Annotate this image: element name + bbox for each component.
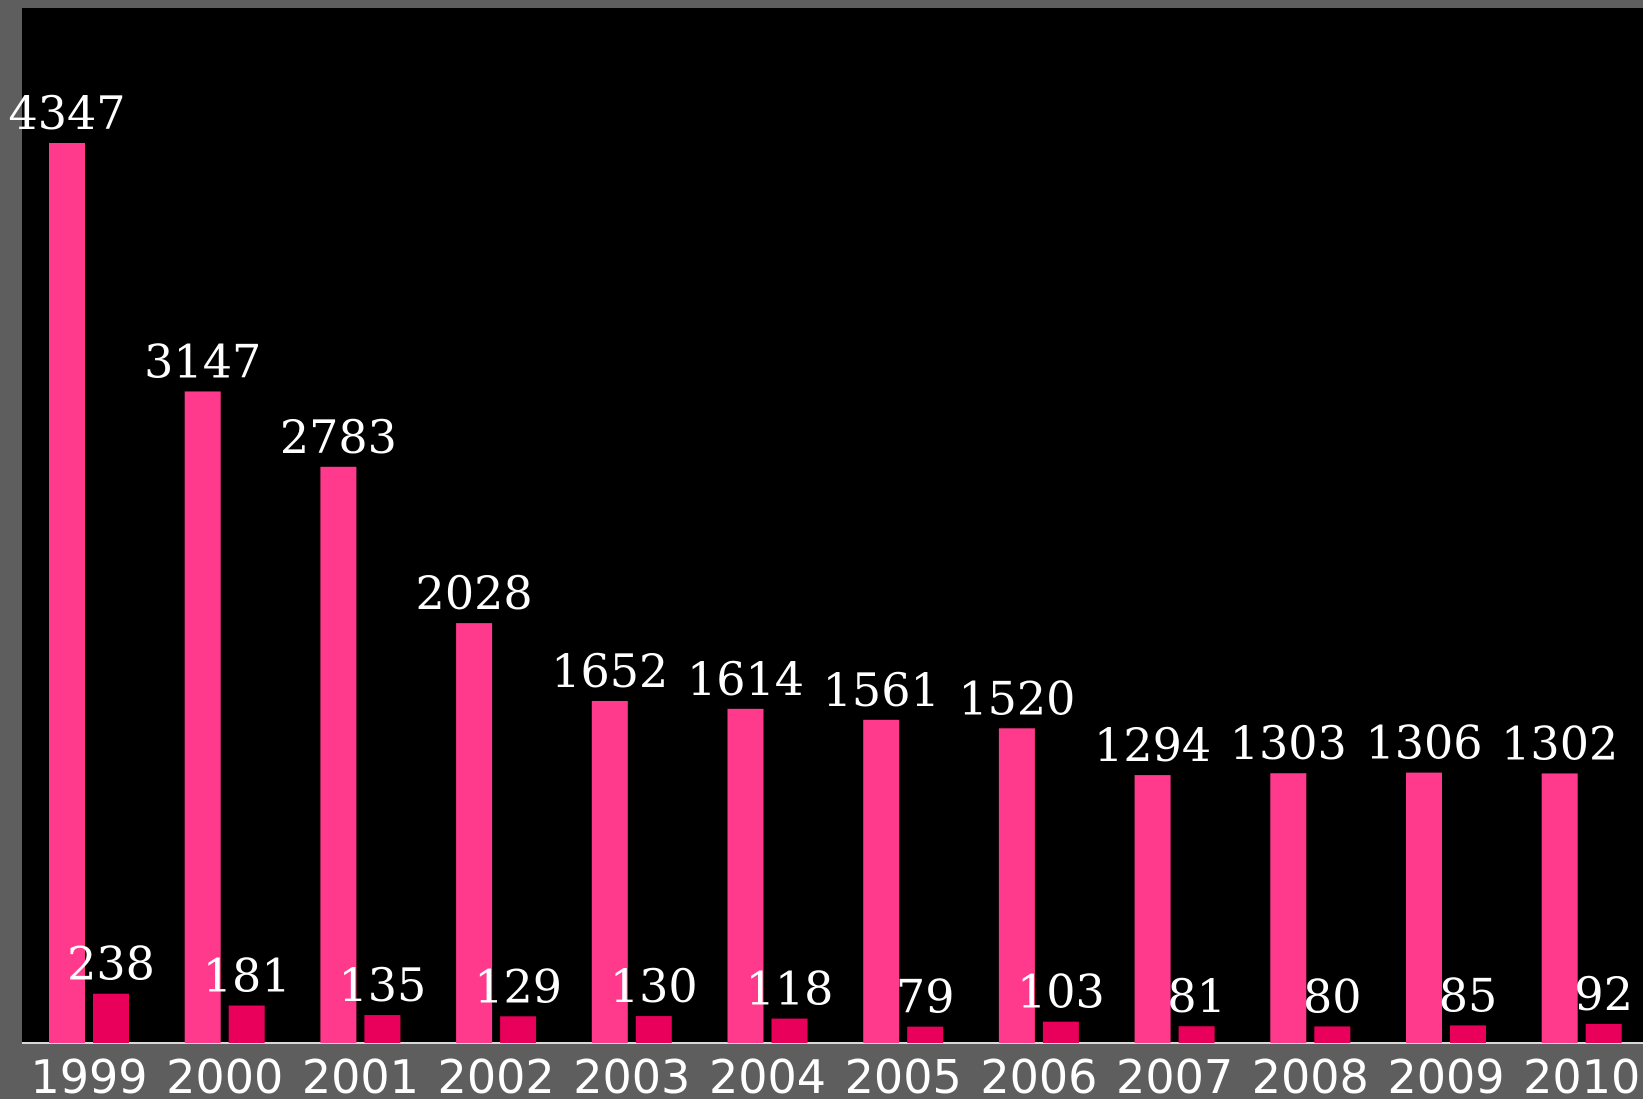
bar-2001-series-1: [320, 466, 357, 1043]
value-label-2001-series-2: 135: [338, 958, 426, 1012]
bar-2005-series-2: [907, 1026, 944, 1043]
bar-2002-series-1: [456, 623, 493, 1043]
value-label-2003-series-2: 130: [610, 959, 698, 1013]
value-label-2007-series-2: 81: [1167, 969, 1226, 1023]
bar-2010-series-2: [1585, 1023, 1622, 1043]
x-tick-label-2003: 2003: [573, 1050, 690, 1099]
x-tick-label-2008: 2008: [1252, 1050, 1369, 1099]
x-tick-label-2004: 2004: [709, 1050, 826, 1099]
bar-2010-series-1: [1541, 773, 1578, 1043]
bar-2005-series-1: [863, 719, 900, 1043]
value-label-2007-series-1: 1294: [1094, 718, 1211, 772]
bar-2006-series-1: [998, 728, 1035, 1043]
value-label-2008-series-2: 80: [1303, 969, 1362, 1023]
value-label-2009-series-2: 85: [1439, 968, 1498, 1022]
bar-2006-series-2: [1042, 1021, 1079, 1043]
x-tick-label-2007: 2007: [1116, 1050, 1233, 1099]
value-label-2009-series-1: 1306: [1365, 716, 1482, 770]
value-label-2005-series-2: 79: [896, 970, 955, 1024]
x-tick-label-2010: 2010: [1523, 1050, 1640, 1099]
bars-layer: [49, 143, 1622, 1043]
bar-2004-series-2: [771, 1018, 808, 1043]
value-label-2008-series-1: 1303: [1230, 716, 1347, 770]
value-label-2000-series-1: 3147: [144, 334, 261, 388]
plot-area: [22, 8, 1643, 1043]
x-tick-label-2001: 2001: [302, 1050, 419, 1099]
bar-2001-series-2: [364, 1015, 401, 1043]
bar-2007-series-2: [1178, 1026, 1215, 1043]
bar-2009-series-1: [1406, 772, 1442, 1043]
bar-2003-series-1: [591, 700, 628, 1043]
bar-1999-series-2: [93, 993, 129, 1043]
x-tick-labels-layer: 1999 2000 2001 2002 2003 2004 2005 2006 2007 2008…: [30, 1050, 1640, 1099]
bar-2003-series-2: [635, 1016, 672, 1043]
bar-2009-series-2: [1450, 1025, 1486, 1043]
bar-2002-series-2: [500, 1016, 537, 1043]
bar-2000-series-2: [228, 1005, 265, 1043]
value-label-1999-series-1: 4347: [8, 86, 125, 140]
value-label-2010-series-1: 1302: [1501, 716, 1618, 770]
value-label-2006-series-2: 103: [1017, 965, 1105, 1019]
value-labels-layer: 4347 238 3147 181 2783 135 2028 129 1652 130 1614 1…: [8, 86, 1633, 1024]
bar-2007-series-1: [1134, 775, 1171, 1043]
value-label-2005-series-1: 1561: [823, 663, 940, 717]
x-tick-label-2000: 2000: [166, 1050, 283, 1099]
value-label-2010-series-2: 92: [1574, 967, 1633, 1021]
bar-1999-series-1: [49, 143, 85, 1043]
value-label-2002-series-1: 2028: [416, 566, 533, 620]
value-label-2000-series-2: 181: [203, 949, 291, 1003]
bar-2000-series-1: [184, 391, 221, 1043]
value-label-2001-series-1: 2783: [280, 410, 397, 464]
bar-2008-series-2: [1314, 1026, 1351, 1043]
bar-2008-series-1: [1270, 773, 1307, 1043]
value-label-2004-series-2: 118: [746, 962, 834, 1016]
x-tick-label-2006: 2006: [980, 1050, 1097, 1099]
value-label-2002-series-2: 129: [474, 959, 562, 1013]
x-tick-label-2009: 2009: [1387, 1050, 1504, 1099]
value-label-2006-series-1: 1520: [958, 671, 1075, 725]
value-label-2004-series-1: 1614: [687, 652, 804, 706]
x-tick-label-1999: 1999: [30, 1050, 147, 1099]
value-label-2003-series-1: 1652: [551, 644, 668, 698]
value-label-1999-series-2: 238: [67, 937, 155, 991]
x-tick-label-2002: 2002: [438, 1050, 555, 1099]
bar-2004-series-1: [727, 708, 764, 1043]
x-tick-label-2005: 2005: [845, 1050, 962, 1099]
